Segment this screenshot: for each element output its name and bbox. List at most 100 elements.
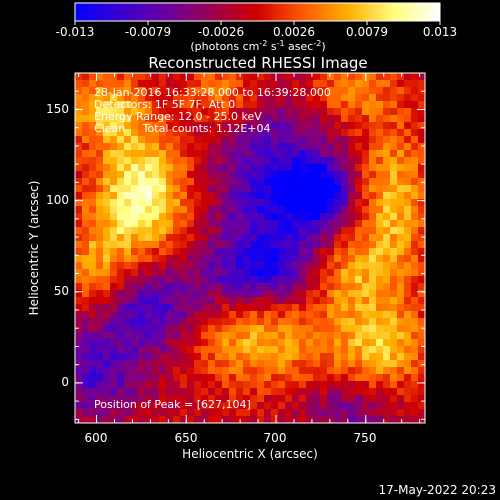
heatmap-cell [390, 199, 398, 207]
heatmap-cell [138, 409, 146, 417]
heatmap-cell [299, 73, 307, 81]
heatmap-cell [201, 346, 209, 354]
heatmap-cell [215, 199, 223, 207]
heatmap-cell [397, 409, 405, 417]
heatmap-cell [131, 353, 139, 361]
heatmap-cell [96, 283, 104, 291]
heatmap-cell [376, 318, 384, 326]
heatmap-cell [264, 332, 272, 340]
heatmap-cell [411, 325, 419, 333]
heatmap-cell [236, 227, 244, 235]
heatmap-cell [131, 241, 139, 249]
heatmap-cell [306, 290, 314, 298]
heatmap-cell [103, 276, 111, 284]
heatmap-cell [341, 297, 349, 305]
heatmap-cell [138, 178, 146, 186]
y-tick-label: 50 [54, 284, 69, 298]
heatmap-cell [124, 143, 132, 151]
heatmap-cell [152, 416, 160, 424]
heatmap-cell [369, 73, 377, 81]
heatmap-cell [215, 248, 223, 256]
heatmap-cell [278, 290, 286, 298]
heatmap-cell [292, 108, 300, 116]
heatmap-cell [110, 171, 118, 179]
heatmap-cell [187, 171, 195, 179]
heatmap-cell [271, 199, 279, 207]
heatmap-cell [285, 94, 293, 102]
heatmap-cell [404, 290, 412, 298]
heatmap-cell [103, 150, 111, 158]
heatmap-cell [362, 360, 370, 368]
heatmap-cell [243, 213, 251, 221]
heatmap-cell [124, 227, 132, 235]
heatmap-cell [96, 157, 104, 165]
heatmap-cell [292, 276, 300, 284]
heatmap-cell [159, 150, 167, 158]
heatmap-cell [320, 227, 328, 235]
heatmap-cell [327, 290, 335, 298]
heatmap-cell [257, 311, 265, 319]
heatmap-cell [194, 122, 202, 130]
heatmap-cell [201, 374, 209, 382]
heatmap-cell [180, 269, 188, 277]
heatmap-cell [117, 136, 125, 144]
heatmap-cell [250, 73, 258, 81]
heatmap-cell [103, 73, 111, 81]
heatmap-cell [194, 136, 202, 144]
heatmap-cell [236, 94, 244, 102]
heatmap-cell [397, 129, 405, 137]
heatmap-cell [341, 276, 349, 284]
heatmap-cell [145, 80, 153, 88]
heatmap-cell [138, 395, 146, 403]
heatmap-cell [404, 122, 412, 130]
heatmap-cell [89, 192, 97, 200]
heatmap-cell [208, 199, 216, 207]
heatmap-cell [236, 129, 244, 137]
heatmap-cell [103, 192, 111, 200]
heatmap-cell [131, 283, 139, 291]
heatmap-cell [397, 150, 405, 158]
heatmap-cell [117, 402, 125, 410]
heatmap-cell [236, 122, 244, 130]
heatmap-cell [278, 283, 286, 291]
heatmap-cell [215, 346, 223, 354]
heatmap-cell [334, 199, 342, 207]
heatmap-cell [131, 297, 139, 305]
heatmap-cell [348, 206, 356, 214]
heatmap-cell [117, 234, 125, 242]
heatmap-cell [222, 101, 230, 109]
heatmap-cell [208, 136, 216, 144]
heatmap-cell [250, 185, 258, 193]
heatmap-cell [236, 325, 244, 333]
heatmap-cell [271, 248, 279, 256]
heatmap-cell [404, 269, 412, 277]
heatmap-cell [397, 339, 405, 347]
heatmap-cell [341, 94, 349, 102]
heatmap-cell [320, 248, 328, 256]
heatmap-cell [404, 283, 412, 291]
heatmap-cell [348, 290, 356, 298]
heatmap-cell [369, 248, 377, 256]
heatmap-cell [96, 290, 104, 298]
heatmap-cell [271, 87, 279, 95]
heatmap-cell [82, 192, 90, 200]
heatmap-cell [131, 276, 139, 284]
heatmap-cell [404, 73, 412, 81]
heatmap-cell [362, 227, 370, 235]
heatmap-cell [383, 374, 391, 382]
heatmap-cell [313, 395, 321, 403]
heatmap-cell [145, 220, 153, 228]
heatmap-cell [285, 136, 293, 144]
heatmap-cell [362, 374, 370, 382]
heatmap-cell [341, 346, 349, 354]
heatmap-cell [215, 122, 223, 130]
heatmap-cell [201, 353, 209, 361]
heatmap-cell [152, 283, 160, 291]
heatmap-cell [75, 402, 83, 410]
heatmap-cell [124, 346, 132, 354]
heatmap-cell [201, 339, 209, 347]
heatmap-cell [75, 157, 83, 165]
heatmap-cell [82, 367, 90, 375]
heatmap-cell [334, 115, 342, 123]
